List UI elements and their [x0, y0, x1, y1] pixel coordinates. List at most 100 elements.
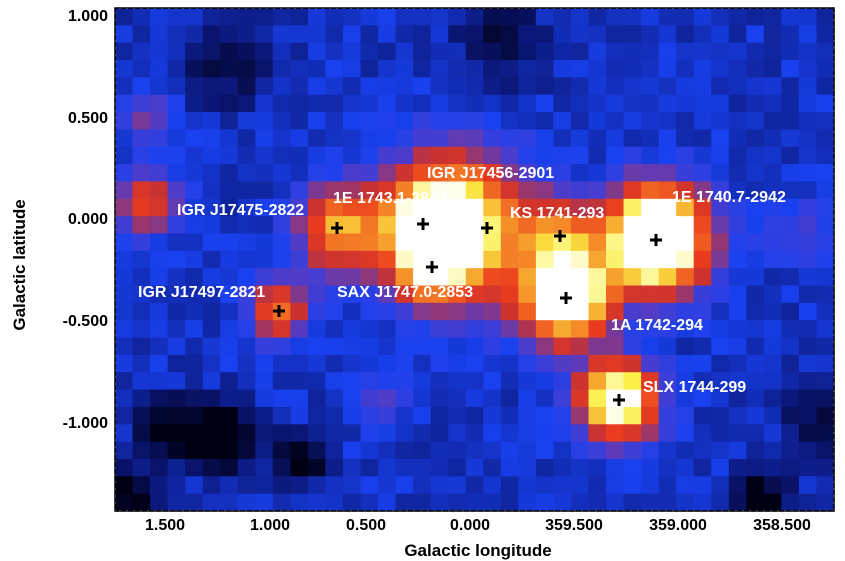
map-pixel — [465, 77, 484, 96]
map-pixel — [378, 268, 397, 287]
map-pixel — [693, 198, 712, 217]
map-pixel — [588, 354, 607, 373]
map-pixel — [465, 354, 484, 373]
map-pixel — [342, 285, 362, 304]
map-pixel — [535, 25, 555, 44]
map-pixel — [272, 268, 291, 287]
map-pixel — [746, 441, 765, 460]
map-pixel — [360, 198, 379, 217]
source-marker-plus — [417, 218, 429, 230]
map-pixel — [816, 198, 835, 217]
map-pixel — [763, 458, 782, 477]
map-pixel — [185, 77, 204, 96]
map-pixel — [816, 476, 835, 495]
map-pixel — [763, 424, 782, 443]
map-pixel — [553, 146, 572, 165]
map-pixel — [711, 112, 730, 131]
map-pixel — [676, 458, 695, 477]
map-pixel — [360, 354, 379, 373]
map-pixel — [430, 129, 449, 148]
map-pixel — [395, 302, 414, 321]
map-pixel — [185, 424, 204, 443]
map-pixel — [658, 389, 677, 408]
map-pixel — [816, 112, 835, 131]
map-pixel — [746, 285, 765, 304]
map-pixel — [237, 302, 256, 321]
map-pixel — [728, 285, 747, 304]
map-pixel — [220, 389, 239, 408]
map-pixel — [623, 198, 642, 217]
map-pixel — [588, 198, 607, 217]
map-pixel — [325, 164, 344, 183]
map-pixel — [518, 476, 537, 495]
map-pixel — [413, 389, 432, 408]
map-pixel — [220, 372, 239, 391]
map-pixel — [255, 146, 274, 165]
map-pixel — [658, 77, 677, 96]
map-pixel — [798, 112, 818, 131]
map-pixel — [763, 129, 782, 148]
map-pixel — [798, 424, 818, 443]
map-pixel — [641, 129, 660, 148]
map-pixel — [237, 25, 256, 44]
map-pixel — [237, 424, 256, 443]
map-pixel — [518, 77, 537, 96]
map-pixel — [816, 302, 835, 321]
map-pixel — [115, 25, 134, 44]
map-pixel — [132, 233, 151, 252]
map-pixel — [430, 233, 449, 252]
map-pixel — [728, 42, 747, 61]
map-pixel — [413, 354, 432, 373]
map-pixel — [325, 25, 344, 44]
map-pixel — [658, 60, 677, 78]
map-pixel — [325, 389, 344, 408]
map-pixel — [167, 337, 186, 356]
map-pixel — [641, 216, 660, 235]
map-pixel — [728, 198, 747, 217]
map-pixel — [272, 285, 291, 304]
map-pixel — [693, 493, 712, 512]
map-pixel — [342, 441, 362, 460]
map-pixel — [658, 181, 677, 200]
map-pixel — [237, 320, 256, 339]
map-pixel — [781, 181, 800, 200]
map-pixel — [342, 77, 362, 96]
map-pixel — [500, 389, 519, 408]
map-pixel — [676, 112, 695, 131]
map-pixel — [483, 94, 502, 113]
map-pixel — [728, 216, 747, 235]
map-pixel — [448, 493, 467, 512]
map-pixel — [290, 320, 309, 339]
map-pixel — [676, 406, 695, 425]
map-pixel — [325, 198, 344, 217]
map-pixel — [307, 129, 327, 148]
map-pixel — [570, 406, 590, 425]
map-pixel — [395, 60, 414, 78]
map-pixel — [763, 25, 782, 44]
map-pixel — [798, 493, 818, 512]
map-pixel — [641, 25, 660, 44]
map-pixel — [570, 77, 590, 96]
map-pixel — [500, 320, 519, 339]
map-pixel — [413, 25, 432, 44]
map-pixel — [430, 216, 449, 235]
map-pixel — [570, 354, 590, 373]
map-pixel — [711, 42, 730, 61]
map-pixel — [781, 164, 800, 183]
map-pixel — [570, 146, 590, 165]
map-pixel — [711, 302, 730, 321]
x-tick-label: 358.500 — [753, 517, 811, 534]
map-pixel — [185, 406, 204, 425]
map-pixel — [448, 389, 467, 408]
map-pixel — [711, 198, 730, 217]
map-pixel — [237, 164, 256, 183]
map-pixel — [676, 94, 695, 113]
map-pixel — [290, 216, 309, 235]
map-pixel — [272, 129, 291, 148]
map-pixel — [781, 458, 800, 477]
map-pixel — [220, 337, 239, 356]
map-pixel — [798, 354, 818, 373]
map-pixel — [202, 424, 221, 443]
map-pixel — [342, 493, 362, 512]
map-pixel — [570, 268, 590, 287]
